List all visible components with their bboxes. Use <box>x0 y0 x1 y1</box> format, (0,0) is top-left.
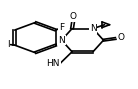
Text: N: N <box>58 36 65 45</box>
Text: O: O <box>117 33 124 42</box>
Text: O: O <box>70 12 77 21</box>
Text: I: I <box>7 40 10 49</box>
Text: HN: HN <box>46 59 60 68</box>
Text: N: N <box>90 24 96 33</box>
Text: F: F <box>59 23 64 32</box>
